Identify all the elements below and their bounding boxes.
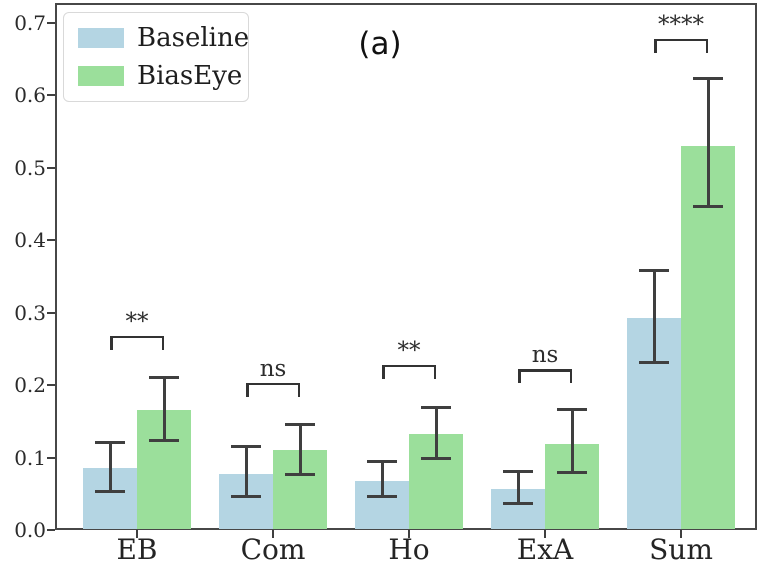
x-tick-mark [408, 530, 410, 538]
sig-label: ** [397, 337, 421, 364]
bar-biaseye-Sum [681, 145, 735, 529]
x-tick-label: Sum [649, 533, 713, 564]
sig-bracket [246, 382, 300, 386]
errorbar-cap [285, 422, 315, 426]
errorbar-cap [503, 469, 533, 473]
errorbar-cap [693, 76, 723, 80]
biaseye-swatch-icon [78, 65, 124, 86]
errorbar-cap [421, 456, 451, 460]
sig-bracket-tick [433, 364, 436, 379]
sig-bracket-tick [297, 382, 300, 397]
errorbar-cap [693, 205, 723, 209]
errorbar-cap [503, 501, 533, 505]
subplot-label: (a) [358, 26, 402, 62]
y-tick-mark [47, 166, 55, 169]
sig-label: ns [259, 355, 287, 382]
sig-bracket-tick [705, 38, 708, 53]
sig-bracket-tick [110, 335, 113, 350]
errorbar-cap [95, 440, 125, 444]
sig-label: ns [531, 342, 559, 369]
y-tick-label: 0.7 [14, 10, 46, 35]
errorbar-cap [285, 472, 315, 476]
errorbar-line [108, 442, 112, 492]
errorbar-cap [231, 495, 261, 499]
errorbar-line [244, 446, 248, 497]
errorbar-cap [557, 408, 587, 412]
errorbar-cap [421, 405, 451, 409]
y-tick-mark [47, 239, 55, 242]
y-tick-label: 0.3 [14, 300, 46, 325]
legend-item-baseline: Baseline [78, 24, 249, 53]
legend: Baseline BiasEye [63, 12, 249, 103]
errorbar-cap [231, 445, 261, 449]
errorbar-cap [95, 490, 125, 494]
y-tick-label: 0.0 [14, 518, 46, 542]
sig-bracket-tick [382, 364, 385, 379]
y-tick-mark [47, 94, 55, 97]
y-tick-label: 0.6 [14, 83, 46, 108]
sig-bracket-tick [246, 382, 249, 397]
errorbar-cap [557, 471, 587, 475]
x-tick-mark [544, 530, 546, 538]
sig-bracket-tick [518, 369, 521, 384]
errorbar-line [570, 409, 574, 473]
sig-bracket [518, 369, 572, 372]
errorbar-line [162, 377, 166, 441]
sig-bracket-tick [161, 335, 164, 350]
y-tick-label: 0.4 [14, 228, 46, 253]
x-tick-label: Ho [388, 533, 430, 564]
x-tick-label: Com [240, 533, 306, 564]
errorbar-cap [639, 361, 669, 365]
errorbar-line [380, 461, 384, 497]
y-tick-mark [47, 529, 55, 531]
errorbar-cap [367, 459, 397, 463]
sig-bracket [654, 38, 708, 42]
y-tick-mark [47, 311, 55, 314]
errorbar-line [434, 407, 438, 459]
sig-label: **** [658, 11, 704, 38]
y-tick-label: 0.1 [14, 445, 46, 470]
errorbar-cap [149, 375, 179, 379]
sig-bracket [110, 335, 164, 339]
legend-label-biaseye: BiasEye [137, 60, 243, 91]
errorbar-line [706, 78, 710, 207]
legend-label-baseline: Baseline [137, 23, 250, 53]
sig-label: ** [125, 308, 149, 335]
sig-bracket-tick [654, 38, 657, 53]
x-tick-label: ExA [516, 533, 574, 564]
sig-bracket-tick [569, 369, 572, 384]
errorbar-line [516, 471, 520, 504]
y-tick-label: 0.5 [14, 155, 46, 180]
errorbar-cap [149, 438, 179, 442]
x-tick-mark [680, 530, 682, 538]
x-tick-mark [136, 530, 138, 538]
y-tick-label: 0.2 [14, 373, 46, 398]
x-tick-label: EB [116, 533, 158, 564]
errorbar-line [652, 270, 656, 363]
x-tick-mark [272, 530, 274, 538]
sig-bracket [382, 364, 436, 368]
errorbar-cap [367, 495, 397, 499]
y-tick-mark [47, 456, 55, 459]
y-tick-mark [47, 21, 55, 24]
baseline-swatch-icon [78, 28, 124, 49]
errorbar-line [298, 424, 302, 475]
legend-item-biaseye: BiasEye [78, 61, 242, 91]
errorbar-cap [639, 268, 669, 272]
y-tick-mark [47, 384, 55, 387]
